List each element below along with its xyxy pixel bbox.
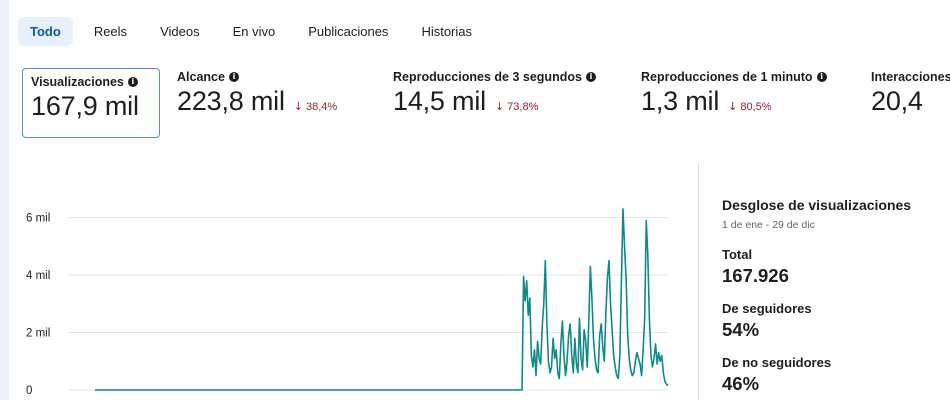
y-tick-label: 4 mil: [26, 270, 50, 282]
info-icon[interactable]: i: [127, 77, 138, 87]
metric-change: ↓ 38,4%: [294, 100, 337, 113]
metric-value: 14,5 mil: [393, 86, 486, 116]
metric-change: ↓ 80,5%: [728, 100, 771, 113]
tab-historias[interactable]: Historias: [421, 24, 473, 39]
metric-card-visualizaciones[interactable]: Visualizaciones i 167,9 mil: [22, 68, 160, 138]
info-icon[interactable]: i: [816, 72, 827, 82]
arrow-down-icon: ↓: [728, 100, 738, 113]
metric-change: ↓ 73,8%: [495, 100, 538, 113]
metric-value: 223,8 mil: [177, 86, 285, 116]
breakdown-value-no-seguidores: 46%: [722, 373, 760, 394]
metric-label: Reproducciones de 1 minuto: [641, 70, 813, 84]
tab-en-vivo[interactable]: En vivo: [232, 24, 276, 39]
tab-todo[interactable]: Todo: [18, 17, 73, 46]
info-icon[interactable]: i: [585, 72, 596, 82]
views-breakdown-panel: Desglose de visualizaciones 1 de ene - 2…: [722, 197, 950, 395]
arrow-down-icon: ↓: [494, 100, 505, 113]
content-type-tabs: Todo Reels Videos En vivo Publicaciones …: [18, 17, 493, 46]
breakdown-label-no-seguidores: De no seguidores: [722, 355, 832, 370]
metric-card-interacciones[interactable]: Interacciones 20,4: [871, 70, 950, 140]
metric-value: 167,9 mil: [31, 91, 139, 121]
breakdown-value-seguidores: 54%: [722, 319, 760, 340]
metric-label: Visualizaciones: [31, 75, 124, 89]
tab-reels[interactable]: Reels: [93, 24, 128, 39]
y-tick-label: 0: [26, 385, 32, 397]
vertical-divider: [698, 163, 699, 400]
metric-change-value: 38,4%: [305, 100, 338, 113]
metric-card-reproducciones-3s[interactable]: Reproducciones de 3 segundos i 14,5 mil …: [393, 70, 596, 140]
metric-value: 20,4: [871, 86, 923, 116]
metric-value: 1,3 mil: [641, 86, 720, 116]
y-tick-label: 2 mil: [26, 328, 50, 340]
metric-card-reproducciones-1m[interactable]: Reproducciones de 1 minuto i 1,3 mil ↓ 8…: [641, 70, 827, 140]
breakdown-label-seguidores: De seguidores: [722, 301, 812, 316]
y-tick-label: 6 mil: [26, 213, 50, 225]
metric-change-value: 73,8%: [507, 100, 539, 113]
series-line: [95, 208, 669, 391]
metric-change-value: 80,5%: [740, 100, 772, 113]
breakdown-value-total: 167.926: [722, 265, 789, 286]
info-icon[interactable]: i: [228, 72, 239, 82]
left-sidebar-edge: [0, 0, 9, 400]
metric-label: Interacciones: [871, 70, 950, 84]
metric-card-alcance[interactable]: Alcance i 223,8 mil ↓ 38,4%: [177, 70, 337, 140]
views-line-chart: 0 2 mil 4 mil 6 mil: [26, 208, 669, 397]
breakdown-title: Desglose de visualizaciones: [722, 197, 912, 213]
breakdown-label-total: Total: [722, 247, 753, 262]
metric-label: Alcance: [177, 70, 225, 84]
breakdown-date-range: 1 de ene - 29 de dic: [722, 219, 815, 231]
tab-videos[interactable]: Videos: [160, 24, 200, 39]
tab-publicaciones[interactable]: Publicaciones: [308, 24, 389, 39]
arrow-down-icon: ↓: [293, 100, 303, 113]
metric-label: Reproducciones de 3 segundos: [393, 70, 582, 84]
